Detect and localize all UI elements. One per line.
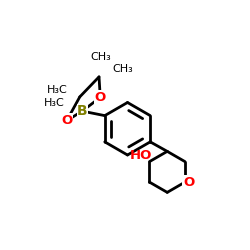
Text: H₃C: H₃C: [44, 98, 64, 108]
Text: H₃C: H₃C: [46, 85, 67, 95]
Text: O: O: [183, 176, 194, 189]
Text: CH₃: CH₃: [90, 52, 111, 62]
Text: B: B: [77, 104, 88, 118]
Text: O: O: [61, 114, 72, 127]
Text: O: O: [95, 91, 106, 104]
Text: CH₃: CH₃: [112, 64, 133, 74]
Text: HO: HO: [129, 148, 152, 162]
